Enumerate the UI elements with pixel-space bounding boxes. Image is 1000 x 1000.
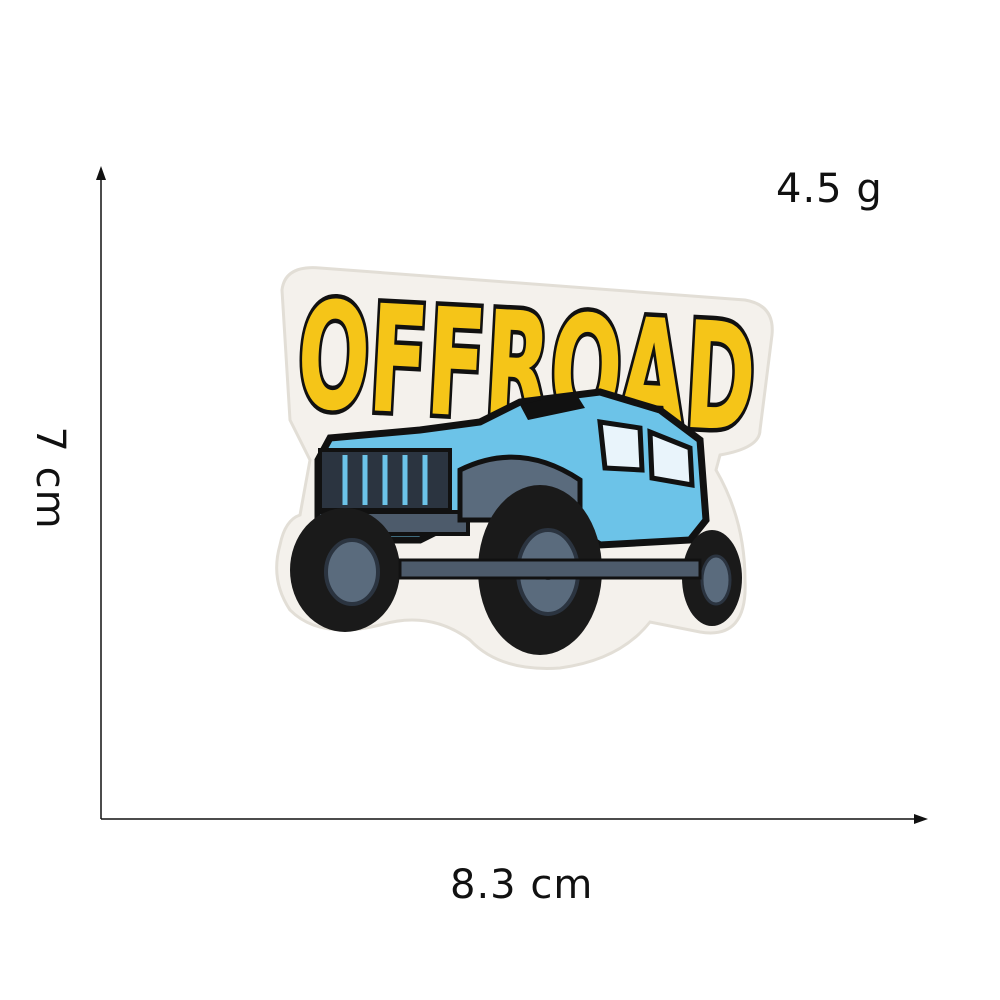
jeep-window-rear <box>647 428 695 489</box>
width-dimension-label: 8.3 cm <box>450 862 594 908</box>
jeep-grille <box>318 448 452 512</box>
jeep-roll-bar <box>520 392 585 420</box>
rear-rim <box>700 554 732 606</box>
front-left-rim <box>324 538 380 606</box>
horizontal-axis-arrow-icon <box>914 814 928 824</box>
jeep-chassis <box>398 558 702 580</box>
weight-label: 4.5 g <box>776 166 883 212</box>
vertical-axis-arrow-icon <box>96 166 106 180</box>
jeep-window-front <box>597 419 645 473</box>
